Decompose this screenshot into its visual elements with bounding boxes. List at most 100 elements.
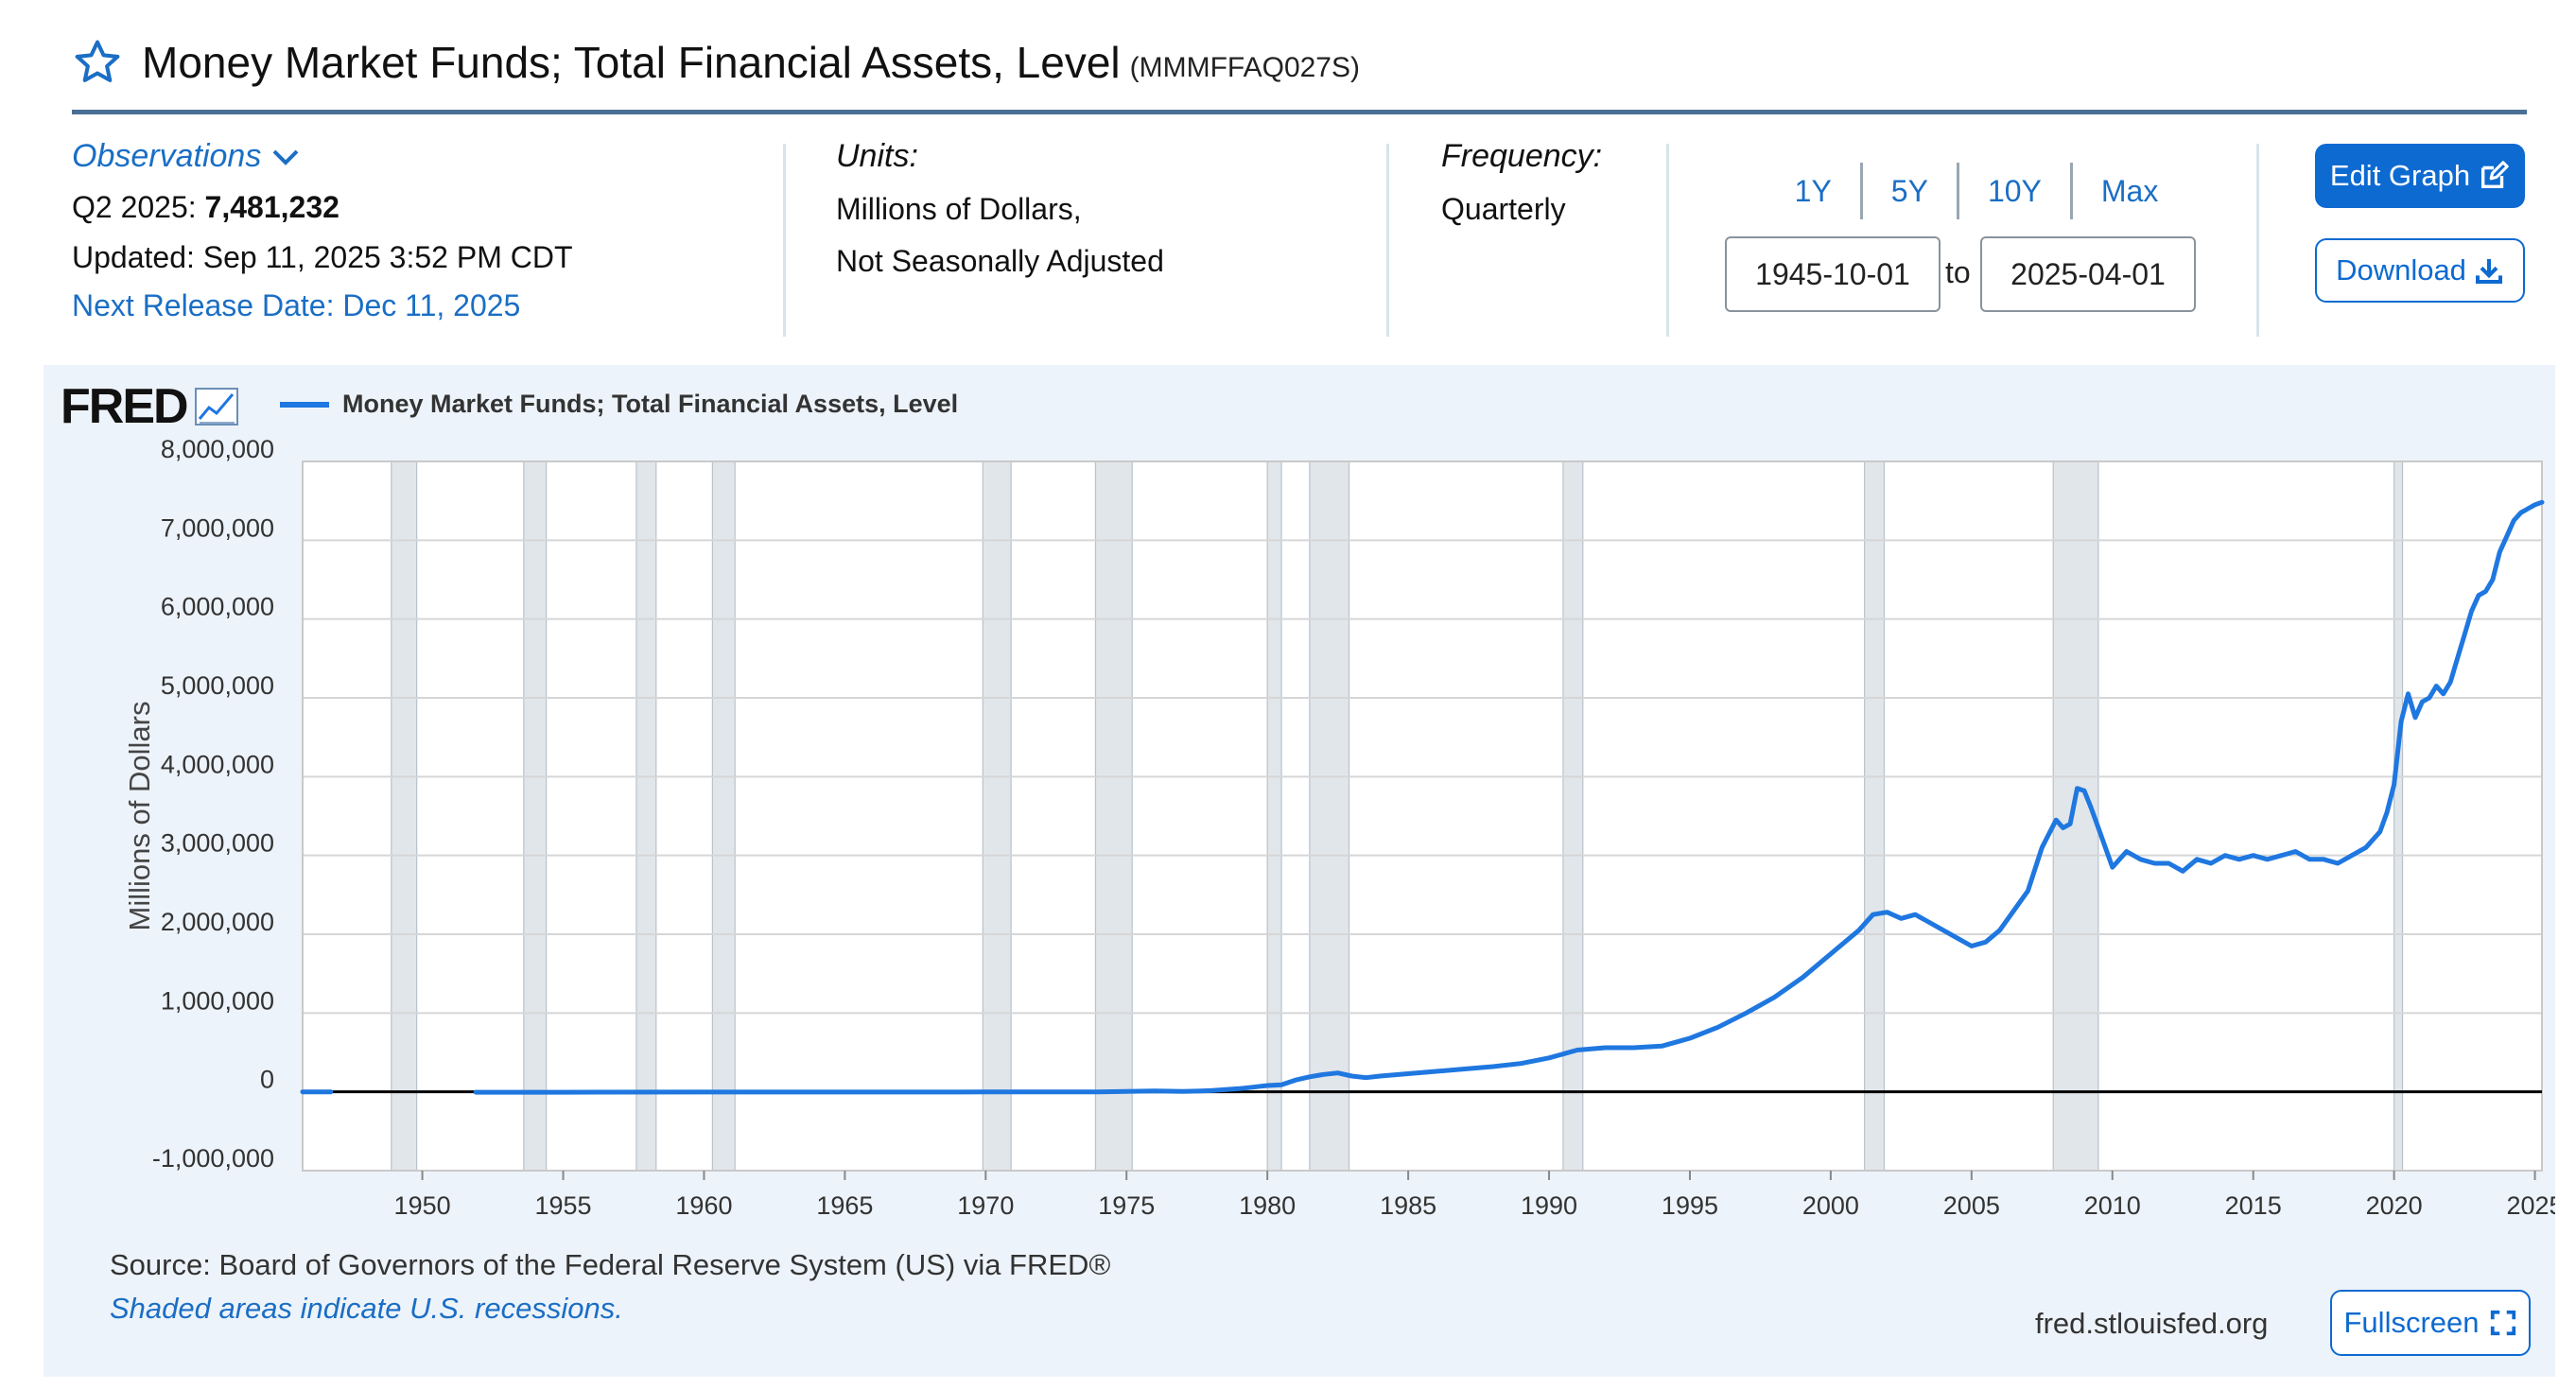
plot-frame — [302, 460, 2543, 1172]
end-date-input[interactable]: 2025-04-01 — [1980, 236, 2196, 312]
y-axis-label: Millions of Dollars — [123, 702, 156, 931]
chart-icon — [194, 388, 238, 426]
recession-band — [523, 460, 548, 1172]
range-1y-button[interactable]: 1Y — [1794, 173, 1832, 208]
x-tick-label: 2020 — [2366, 1191, 2423, 1220]
date-range-panel: 1Y 5Y 10Y Max 1945-10-01 to 2025-04-01 — [1712, 138, 2241, 340]
latest-observation: Q2 2025: 7,481,232 — [72, 190, 772, 225]
divider — [1386, 144, 1389, 337]
download-icon — [2475, 259, 2502, 284]
actions-panel: Edit Graph Download — [2315, 138, 2525, 340]
range-max-button[interactable]: Max — [2100, 173, 2159, 208]
y-tick-label: 5,000,000 — [161, 671, 274, 700]
recession-band — [982, 460, 1012, 1172]
range-10y-button[interactable]: 10Y — [1987, 173, 2042, 208]
range-5y-button[interactable]: 5Y — [1890, 173, 1928, 208]
units-panel: Units: Millions of Dollars, Not Seasonal… — [836, 138, 1366, 340]
page-title: Money Market Funds; Total Financial Asse… — [142, 38, 1121, 87]
divider — [1956, 163, 1959, 219]
recession-band — [711, 460, 736, 1172]
x-tick-label: 1955 — [534, 1191, 591, 1220]
x-tick-label: 1950 — [394, 1191, 451, 1220]
x-tick-label: 1965 — [816, 1191, 873, 1220]
x-tick-label: 1980 — [1239, 1191, 1296, 1220]
observation-period: Q2 2025: — [72, 190, 197, 224]
recession-band — [1266, 460, 1282, 1172]
y-tick-label: 7,000,000 — [161, 513, 274, 542]
fullscreen-button[interactable]: Fullscreen — [2330, 1290, 2531, 1356]
divider — [1666, 144, 1669, 337]
title-divider — [72, 110, 2527, 114]
units-line-1: Millions of Dollars, — [836, 192, 1082, 226]
chart-legend: Money Market Funds; Total Financial Asse… — [280, 390, 958, 419]
x-tick-label: 1975 — [1098, 1191, 1155, 1220]
x-tick-label: 1995 — [1662, 1191, 1718, 1220]
fullscreen-icon — [2490, 1310, 2515, 1336]
x-tick-label: 2015 — [2225, 1191, 2282, 1220]
range-buttons: 1Y 5Y 10Y Max — [1712, 163, 2241, 219]
divider — [783, 144, 786, 337]
divider — [2256, 144, 2259, 337]
y-tick-label: -1,000,000 — [152, 1144, 274, 1173]
download-button[interactable]: Download — [2315, 238, 2525, 303]
units-label: Units: — [836, 138, 918, 174]
edit-icon — [2481, 161, 2509, 189]
y-tick-label: 4,000,000 — [161, 750, 274, 778]
recession-band — [2393, 460, 2404, 1172]
x-tick-label: 1970 — [957, 1191, 1014, 1220]
fred-logo: FRED — [61, 378, 240, 435]
observations-toggle[interactable]: Observations — [72, 138, 772, 175]
fred-logo-text: FRED — [61, 379, 189, 434]
to-label: to — [1945, 255, 1971, 289]
observations-label: Observations — [72, 138, 262, 174]
recession-band — [1309, 460, 1350, 1172]
frequency-label: Frequency: — [1441, 138, 1603, 174]
fullscreen-label: Fullscreen — [2343, 1306, 2480, 1339]
start-date-input[interactable]: 1945-10-01 — [1725, 236, 1941, 312]
x-tick-label: 2000 — [1802, 1191, 1859, 1220]
recession-band — [635, 460, 657, 1172]
edit-graph-label: Edit Graph — [2329, 159, 2471, 192]
x-tick-label: 1990 — [1521, 1191, 1577, 1220]
y-tick-label: 6,000,000 — [161, 593, 274, 621]
x-tick-label: 2005 — [1943, 1191, 2000, 1220]
edit-graph-button[interactable]: Edit Graph — [2315, 144, 2525, 208]
legend-swatch — [280, 401, 329, 408]
recession-band — [1094, 460, 1133, 1172]
series-id: (MMMFFAQ027S) — [1129, 52, 1360, 83]
frequency-value: Quarterly — [1441, 192, 1566, 226]
x-tick-label: 2010 — [2084, 1191, 2141, 1220]
divider — [2069, 163, 2073, 219]
observation-value: 7,481,232 — [204, 190, 339, 224]
title-row: Money Market Funds; Total Financial Asse… — [72, 34, 1360, 91]
x-tick-label: 1960 — [675, 1191, 732, 1220]
legend-label: Money Market Funds; Total Financial Asse… — [342, 390, 959, 418]
star-icon[interactable] — [72, 37, 123, 88]
x-tick-label: 2025 — [2507, 1191, 2555, 1220]
y-tick-label: 1,000,000 — [161, 986, 274, 1015]
y-tick-label: 8,000,000 — [161, 435, 274, 463]
y-tick-label: 3,000,000 — [161, 829, 274, 858]
series-line — [473, 499, 2545, 1095]
recession-note[interactable]: Shaded areas indicate U.S. recessions. — [110, 1292, 623, 1325]
next-release-date[interactable]: Next Release Date: Dec 11, 2025 — [72, 288, 521, 322]
line-chart: -1,000,000 0 1,000,000 2,000,000 3,000,000 4,… — [123, 435, 2555, 1220]
graph-panel: -1,000,000 0 1,000,000 2,000,000 3,000,000 4,… — [44, 365, 2555, 1377]
recession-band — [1864, 460, 1886, 1172]
fred-url[interactable]: fred.stlouisfed.org — [2035, 1307, 2269, 1340]
observations-panel: Observations Q2 2025: 7,481,232 Updated:… — [72, 138, 772, 340]
chevron-down-icon — [272, 149, 299, 165]
divider — [1859, 163, 1863, 219]
units-line-2: Not Seasonally Adjusted — [836, 244, 1164, 278]
x-tick-label: 1985 — [1380, 1191, 1436, 1220]
y-tick-label: 2,000,000 — [161, 908, 274, 936]
plot-area — [303, 461, 2542, 1171]
recession-band — [1562, 460, 1584, 1172]
y-tick-label: 0 — [260, 1066, 274, 1094]
recession-band — [391, 460, 418, 1172]
download-label: Download — [2336, 253, 2466, 287]
recession-band — [2052, 460, 2099, 1172]
frequency-panel: Frequency: Quarterly — [1441, 138, 1649, 340]
updated-text: Updated: Sep 11, 2025 3:52 PM CDT — [72, 240, 573, 274]
